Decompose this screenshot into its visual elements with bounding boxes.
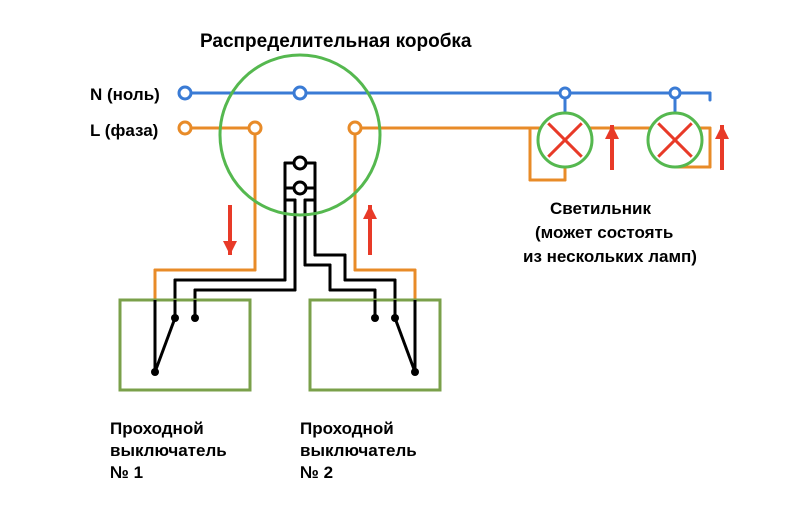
- lamp-label-line2: (может состоять: [535, 222, 673, 243]
- junction-box-label: Распределительная коробка: [200, 30, 472, 54]
- switch1-label-line1: Проходной: [110, 418, 204, 439]
- phase-label: L (фаза): [90, 120, 158, 141]
- switch2-label-line2: выключатель: [300, 440, 417, 461]
- switch1-label-line3: № 1: [110, 462, 143, 483]
- switch2-label-line3: № 2: [300, 462, 333, 483]
- neutral-label: N (ноль): [90, 84, 160, 105]
- switch2-label-line1: Проходной: [300, 418, 394, 439]
- lamp-label-line3: из нескольких ламп): [523, 246, 697, 267]
- switch1-label-line2: выключатель: [110, 440, 227, 461]
- lamp-label-line1: Светильник: [550, 198, 651, 219]
